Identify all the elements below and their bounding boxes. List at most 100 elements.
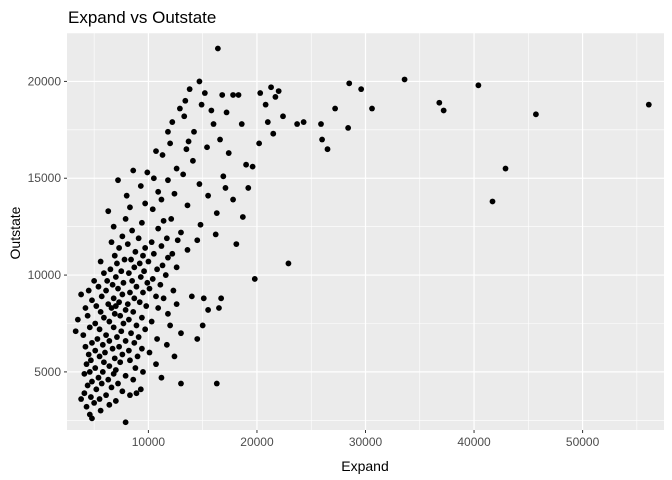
data-point (135, 235, 142, 242)
data-point (115, 380, 121, 387)
data-point (154, 336, 160, 342)
data-point (103, 392, 109, 399)
data-point (216, 305, 222, 311)
data-point (144, 169, 151, 176)
data-point (212, 231, 219, 238)
data-point (159, 152, 166, 158)
data-point (97, 308, 104, 315)
data-point (239, 214, 246, 220)
data-point (78, 396, 85, 402)
data-point (89, 415, 95, 422)
data-point (114, 334, 120, 340)
data-point (81, 390, 88, 397)
data-point (130, 167, 137, 174)
axis-ticks: 10000 20000 30000 40000 50000 5000 10000 15000 2… (28, 74, 600, 449)
data-point (230, 92, 236, 98)
data-point (112, 398, 119, 404)
data-point (201, 90, 208, 96)
data-point (125, 270, 132, 277)
data-point (196, 78, 203, 85)
data-point (148, 318, 155, 325)
data-point (130, 308, 137, 315)
data-point (89, 378, 95, 385)
data-point (205, 192, 212, 199)
data-point (346, 80, 353, 87)
data-point (645, 101, 652, 108)
data-point (119, 233, 126, 240)
data-point (133, 390, 140, 397)
data-point (208, 107, 215, 114)
data-point (109, 281, 116, 288)
data-point (182, 97, 189, 104)
data-point (136, 299, 143, 306)
data-point (87, 394, 94, 400)
data-point (142, 200, 149, 207)
data-point (84, 312, 91, 319)
data-point (91, 277, 98, 284)
data-point (116, 299, 123, 306)
data-point (96, 396, 103, 402)
data-point (78, 291, 85, 298)
data-point (89, 339, 95, 346)
data-point (119, 291, 126, 298)
data-point (196, 181, 203, 187)
data-point (95, 283, 102, 290)
data-point (220, 173, 227, 180)
data-point (167, 140, 174, 147)
data-point (120, 279, 127, 286)
data-point (401, 76, 408, 83)
data-point (117, 359, 124, 366)
data-point (199, 322, 206, 329)
data-point (115, 285, 121, 292)
data-point (131, 339, 138, 346)
data-point (92, 320, 99, 327)
data-point (106, 338, 113, 344)
data-point (222, 185, 229, 191)
data-point (95, 374, 102, 381)
data-point (257, 90, 264, 96)
y-tick-label: 10000 (28, 268, 62, 282)
data-point (332, 105, 339, 112)
data-point (127, 204, 133, 211)
data-point (105, 208, 112, 215)
data-point (169, 119, 176, 125)
x-tick-label: 30000 (349, 435, 383, 449)
data-point (101, 314, 107, 321)
data-point (200, 295, 207, 302)
data-point (96, 326, 103, 333)
data-point (436, 99, 443, 106)
data-point (140, 252, 146, 259)
data-point (218, 295, 225, 302)
data-point (217, 136, 223, 143)
data-point (118, 268, 125, 275)
x-tick-label: 50000 (566, 435, 600, 449)
data-point (173, 165, 180, 172)
data-point (101, 359, 107, 366)
data-point (111, 252, 118, 259)
data-point (155, 305, 162, 311)
data-point (270, 130, 277, 137)
data-point (280, 113, 286, 120)
data-point (141, 268, 147, 275)
data-point (127, 357, 133, 364)
data-point (358, 86, 365, 93)
data-point (155, 225, 162, 232)
data-point (324, 146, 331, 153)
data-point (140, 289, 146, 296)
data-point (98, 293, 105, 300)
data-point (150, 175, 157, 182)
data-point (105, 376, 112, 383)
data-point (145, 258, 152, 265)
data-point (132, 365, 139, 371)
data-point (165, 310, 171, 317)
data-point (101, 270, 107, 277)
data-point (173, 264, 180, 271)
data-point (96, 353, 103, 360)
data-point (91, 399, 98, 406)
data-point (122, 372, 129, 379)
y-tick-label: 5000 (34, 365, 61, 379)
data-point (131, 264, 138, 271)
data-point (142, 245, 149, 251)
data-point (111, 355, 118, 362)
data-point (180, 171, 187, 178)
